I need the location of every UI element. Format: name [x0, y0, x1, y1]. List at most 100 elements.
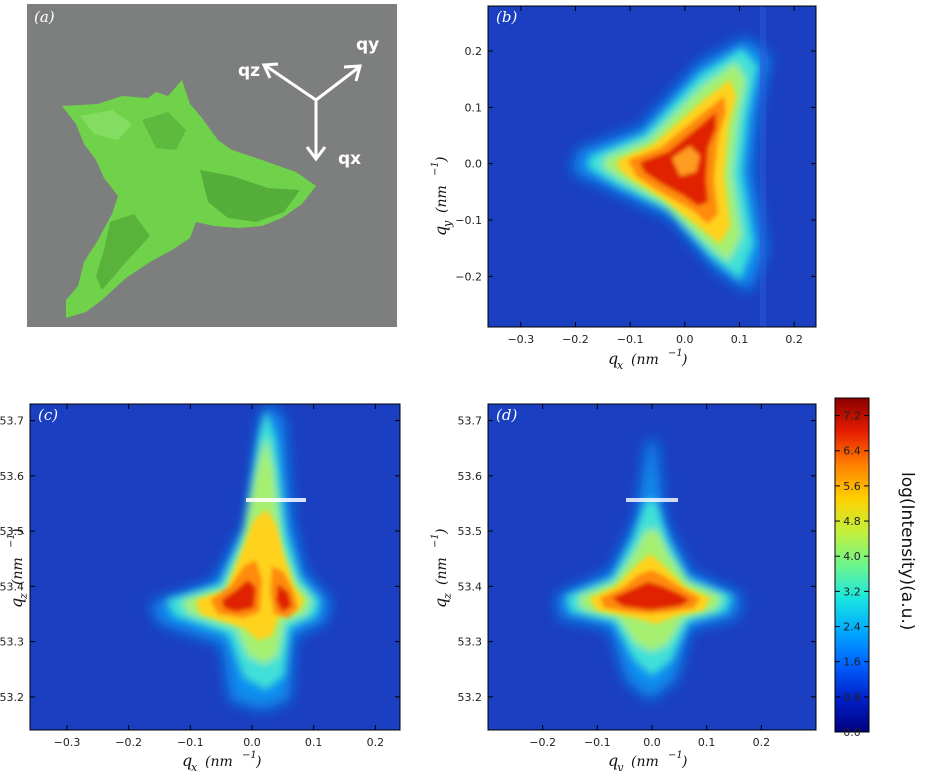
ylabel-d-var: q	[431, 598, 450, 608]
xlabel-d-sub: y	[616, 761, 624, 771]
x-tick-label: −0.3	[54, 736, 81, 749]
x-tick-label: 0.0	[676, 333, 694, 346]
x-tick-label: 0.0	[243, 736, 261, 749]
crystal-shadow	[200, 170, 300, 222]
x-tick-label: 0.1	[698, 736, 716, 749]
colorbar-ticks: 0.0 0.8 1.6 2.4 3.2 4.0 4.8 5.6 6.4 7.2	[835, 410, 869, 739]
y-tick-label: 53.5	[0, 525, 24, 538]
panel-c: −0.3 −0.2 −0.1 0.0 0.1 0.2 53.2 53.3 53.4 53.5 53.…	[0, 403, 401, 771]
ylabel-c-var: q	[7, 598, 26, 608]
xlabel-d-exp: −1	[668, 750, 683, 761]
y-tick-label: 53.5	[458, 525, 483, 538]
axes-b-ticks: −0.3 −0.2 −0.1 0.0 0.1 0.2 −0.2 −0.1 0.0 0.1 0.2	[455, 6, 816, 346]
ylabel-d: q z (nm −1 )	[430, 529, 454, 608]
xlabel-b-var: q	[608, 349, 618, 368]
ylabel-b-unit: (nm	[434, 185, 450, 213]
xlabel-b-sub: x	[617, 359, 624, 372]
x-tick-label: −0.1	[177, 736, 204, 749]
ylabel-d-unit: (nm	[434, 557, 450, 585]
crystal-highlight	[80, 110, 132, 140]
x-tick-label: −0.1	[617, 333, 644, 346]
crystal-shadow	[96, 214, 150, 290]
y-tick-label: 53.2	[458, 691, 483, 704]
qy-arrow-head	[343, 64, 362, 82]
heatmap-b-streak	[760, 6, 766, 327]
panel-b-label: (b)	[496, 8, 517, 26]
ylabel-c-unit: (nm	[10, 557, 26, 585]
axes-b-frame	[487, 5, 817, 328]
colorbar-tick-label: 5.6	[843, 480, 861, 493]
panel-d-label: (d)	[496, 406, 517, 424]
x-tick-label: 0.0	[643, 736, 661, 749]
colorbar-tick-label: 1.6	[843, 656, 861, 669]
qz-arrow-head	[261, 62, 279, 79]
y-tick-label: 0.1	[465, 101, 483, 114]
x-tick-label: 0.2	[753, 736, 771, 749]
qy-label: qy	[356, 35, 379, 55]
x-tick-label: −0.3	[507, 333, 534, 346]
colorbar-tick-label: 0.8	[843, 691, 861, 704]
xlabel-b-unit: (nm	[631, 352, 659, 368]
y-tick-label: 53.6	[458, 470, 483, 483]
panel-a-label: (a)	[34, 8, 55, 26]
heatmap-c-detector-gap	[246, 498, 306, 502]
qy-arrow	[315, 66, 359, 102]
ylabel-b-sub: y	[441, 220, 454, 228]
colorbar-tick-label: 4.8	[843, 515, 861, 528]
panel-b: −0.3 −0.2 −0.1 0.0 0.1 0.2 −0.2 −0.1 0.0 0.1 0.2 (…	[430, 5, 817, 372]
colorbar-tick-label: 7.2	[843, 410, 861, 423]
ylabel-c: q z (nm −1 )	[6, 529, 30, 608]
xlabel-d-unit: (nm	[631, 754, 659, 770]
xlabel-b-close: )	[681, 352, 687, 368]
heatmap-d-core	[612, 582, 690, 610]
y-tick-label: 53.3	[458, 636, 483, 649]
axes-c-ticks: −0.3 −0.2 −0.1 0.0 0.1 0.2 53.2 53.3 53.4 53.5 53.…	[0, 404, 400, 749]
crystal-shadow	[142, 112, 186, 150]
colorbar: 0.0 0.8 1.6 2.4 3.2 4.0 4.8 5.6 6.4 7.2 log(Inten…	[834, 397, 917, 739]
x-tick-label: −0.2	[562, 333, 589, 346]
colorbar-tick-label: 2.4	[843, 621, 861, 634]
crystal-isosurface	[62, 80, 316, 318]
colorbar-tick-label: 6.4	[843, 445, 861, 458]
heatmap-c-core-right	[276, 584, 292, 612]
heatmap-c	[30, 404, 400, 730]
y-tick-label: 53.7	[458, 415, 483, 428]
qx-arrow-head	[305, 146, 327, 162]
y-tick-label: 0.2	[465, 45, 483, 58]
panel-d: −0.2 −0.1 0.0 0.1 0.2 53.2 53.3 53.4 53.5 53.6 53.…	[430, 403, 817, 771]
colorbar-tick-label: 3.2	[843, 585, 861, 598]
heatmap-c-background	[30, 404, 400, 730]
crystal-shape	[62, 80, 316, 318]
qx-label: qx	[338, 149, 361, 169]
xlabel-c: q x (nm −1 )	[182, 750, 261, 771]
heatmap-d	[488, 404, 816, 730]
ylabel-d-close: )	[434, 529, 450, 535]
xlabel-b-exp: −1	[668, 348, 683, 359]
x-tick-label: 0.1	[305, 736, 323, 749]
panel-a: qz qy qx (a)	[27, 4, 397, 327]
y-tick-label: 53.7	[0, 415, 24, 428]
colorbar-title: log(Intensity)(a.u.)	[897, 472, 917, 630]
panel-c-label: (c)	[38, 406, 58, 424]
axes-d-ticks: −0.2 −0.1 0.0 0.1 0.2 53.2 53.3 53.4 53.5 53.6 53.…	[458, 404, 816, 749]
xlabel-d: q y (nm −1 )	[608, 750, 687, 771]
heatmap-c-core-left	[222, 580, 256, 612]
x-tick-label: −0.2	[529, 736, 556, 749]
ylabel-b: q y (nm −1 )	[430, 157, 454, 236]
heatmap-b-core	[672, 146, 700, 176]
colorbar-tick-label: 4.0	[843, 550, 861, 563]
xlabel-c-unit: (nm	[205, 754, 233, 770]
xlabel-b: q x (nm −1 )	[608, 348, 687, 372]
ylabel-c-close: )	[10, 529, 26, 535]
xlabel-c-exp: −1	[242, 750, 257, 761]
ylabel-b-close: )	[434, 157, 450, 163]
ylabel-b-var: q	[431, 226, 450, 236]
ylabel-b-exp: −1	[430, 161, 441, 176]
ylabel-c-exp: −1	[6, 533, 17, 548]
y-tick-label: 53.2	[0, 691, 24, 704]
ylabel-d-sub: z	[441, 593, 454, 600]
y-tick-label: 53.6	[0, 470, 24, 483]
qz-label: qz	[238, 61, 260, 81]
colorbar-gradient	[834, 397, 870, 733]
